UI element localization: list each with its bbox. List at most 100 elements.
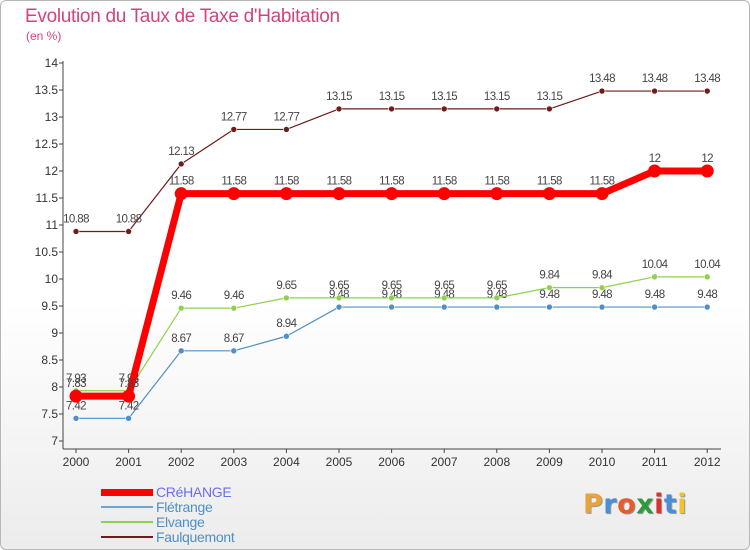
data-label-crehange: 11.58: [379, 176, 404, 188]
logo-letter: o: [617, 489, 637, 520]
chart-title: Evolution du Taux de Taxe d'Habitation: [25, 6, 340, 27]
data-label-fletrange: 9.48: [697, 289, 717, 301]
x-tick-label: 2006: [378, 455, 405, 469]
data-label-faulquemont: 12.77: [221, 111, 247, 123]
x-tick-label: 2008: [483, 455, 510, 469]
x-tick-label: 2009: [536, 455, 563, 469]
y-tick-label: 7.5: [41, 407, 58, 421]
data-label-fletrange: 9.48: [645, 289, 665, 301]
data-label-crehange: 11.58: [590, 176, 615, 188]
y-tick-label: 10: [45, 272, 59, 286]
x-tick-label: 2007: [431, 455, 458, 469]
data-label-crehange: 11.58: [169, 176, 194, 188]
data-point-crehange: [648, 164, 662, 178]
data-point-fletrange: [230, 347, 238, 355]
x-tick-label: 2001: [115, 455, 142, 469]
data-point-crehange: [279, 187, 293, 201]
data-point-faulquemont: [598, 87, 606, 95]
logo-letter: P: [583, 489, 604, 520]
data-point-elvange: [493, 294, 501, 302]
data-label-fletrange: 9.48: [539, 289, 559, 301]
data-point-elvange: [546, 284, 553, 291]
data-label-faulquemont: 12.13: [168, 146, 194, 158]
legend-label-fletrange: Flétrange: [156, 499, 213, 515]
data-point-crehange: [332, 187, 346, 201]
legend-item-fletrange: Flétrange: [101, 500, 301, 515]
legend-label-faulquemont: Faulquemont: [156, 529, 235, 545]
data-label-faulquemont: 12.77: [274, 111, 300, 123]
x-tick-label: 2010: [589, 455, 616, 469]
legend-swatch-faulquemont: [101, 536, 153, 538]
y-tick-label: 8.5: [41, 353, 58, 367]
data-point-fletrange: [440, 303, 448, 311]
data-label-elvange: 9.65: [434, 280, 454, 292]
data-label-fletrange: 8.94: [276, 318, 297, 330]
data-point-faulquemont: [388, 105, 395, 113]
x-tick-label: 2011: [642, 455, 668, 469]
data-point-crehange: [437, 187, 451, 201]
data-label-crehange: 11.58: [432, 176, 457, 188]
data-point-fletrange: [493, 303, 501, 311]
data-label-crehange: 7.83: [66, 378, 86, 390]
data-label-elvange: 9.65: [487, 280, 507, 292]
data-label-fletrange: 7.42: [66, 400, 86, 412]
data-label-elvange: 9.65: [329, 280, 349, 292]
data-label-elvange: 9.46: [224, 290, 244, 302]
y-tick-label: 11: [46, 218, 59, 232]
data-label-faulquemont: 13.15: [326, 91, 352, 103]
legend-label-elvange: Elvange: [156, 514, 205, 530]
legend-item-elvange: Elvange: [101, 515, 301, 530]
data-label-elvange: 9.84: [592, 270, 613, 282]
x-tick-label: 2004: [273, 455, 300, 469]
data-point-fletrange: [335, 303, 343, 311]
data-point-crehange: [227, 187, 241, 201]
data-label-elvange: 9.84: [539, 270, 560, 282]
legend-swatch-fletrange: [101, 506, 153, 508]
data-label-elvange: 10.04: [694, 259, 721, 271]
data-point-elvange: [177, 304, 185, 312]
data-label-fletrange: 8.67: [171, 333, 191, 345]
data-point-fletrange: [388, 303, 395, 311]
data-point-crehange: [69, 389, 83, 403]
data-label-crehange: 11.58: [274, 176, 299, 188]
data-point-crehange: [490, 187, 504, 201]
data-label-faulquemont: 13.48: [589, 73, 615, 85]
data-point-faulquemont: [651, 87, 658, 95]
legend-item-faulquemont: Faulquemont: [101, 530, 301, 545]
data-point-faulquemont: [440, 105, 448, 113]
data-point-elvange: [440, 294, 448, 302]
data-label-elvange: 9.65: [382, 280, 402, 292]
data-point-faulquemont: [493, 105, 501, 113]
data-label-crehange: 11.58: [537, 176, 562, 188]
y-tick-label: 9: [51, 326, 58, 340]
data-point-fletrange: [651, 303, 658, 311]
data-point-faulquemont: [703, 87, 711, 95]
data-point-faulquemont: [177, 160, 185, 168]
data-point-crehange: [174, 187, 188, 201]
data-label-faulquemont: 10.88: [63, 213, 89, 225]
data-point-crehange: [595, 187, 609, 201]
data-point-crehange: [700, 164, 714, 178]
logo-letter: t: [663, 489, 678, 520]
logo-letter: x: [636, 489, 655, 520]
data-label-crehange: 11.58: [221, 176, 246, 188]
data-point-elvange: [651, 273, 658, 281]
data-point-elvange: [335, 294, 343, 302]
data-label-faulquemont: 13.15: [537, 91, 563, 103]
data-label-crehange: 11.58: [484, 176, 509, 188]
legend-swatch-elvange: [101, 521, 153, 523]
chart-subtitle: (en %): [26, 29, 62, 43]
data-label-fletrange: 8.67: [224, 333, 244, 345]
data-point-fletrange: [125, 415, 132, 422]
y-tick-label: 13.5: [35, 83, 59, 97]
data-label-faulquemont: 13.48: [642, 73, 668, 85]
data-label-fletrange: 7.42: [119, 400, 139, 412]
data-point-faulquemont: [546, 105, 553, 113]
logo-letter: i: [654, 489, 664, 520]
data-point-elvange: [388, 294, 395, 302]
legend-item-crehange: CRéHANGE: [101, 485, 301, 500]
y-tick-label: 11.5: [36, 191, 59, 205]
chart-legend: CRéHANGE Flétrange Elvange Faulquemont: [101, 485, 301, 545]
data-label-fletrange: 9.48: [592, 289, 612, 301]
